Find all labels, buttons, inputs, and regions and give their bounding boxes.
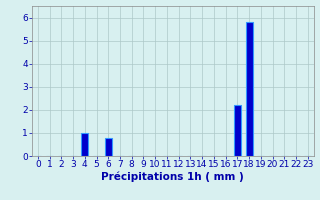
Bar — [81, 133, 88, 156]
X-axis label: Précipitations 1h ( mm ): Précipitations 1h ( mm ) — [101, 172, 244, 182]
Bar — [234, 105, 241, 156]
Bar — [105, 138, 112, 156]
Bar — [245, 22, 252, 156]
